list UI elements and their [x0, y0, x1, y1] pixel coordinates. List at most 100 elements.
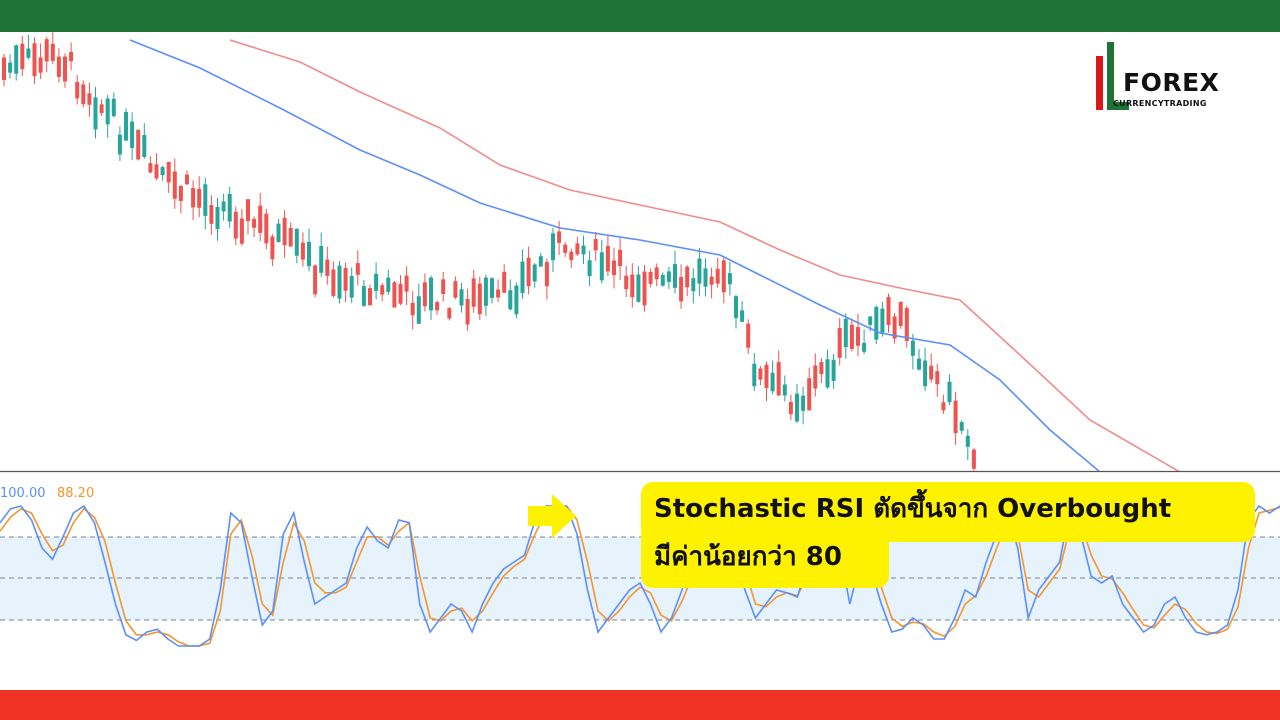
candle-body	[941, 402, 946, 411]
indicator-pane	[0, 503, 1280, 647]
candle-body	[56, 56, 61, 77]
candle-body	[490, 278, 494, 298]
candle-body	[874, 306, 879, 340]
logo-word: FOREX	[1123, 68, 1220, 97]
candle-body	[337, 265, 342, 299]
candle-body	[892, 316, 897, 339]
candle-body	[605, 245, 610, 272]
candle-body	[636, 274, 641, 302]
candle-body	[81, 84, 86, 105]
candle-body	[172, 171, 177, 199]
candle-body	[416, 296, 421, 324]
candle-body	[447, 308, 452, 319]
candle-body	[221, 201, 226, 212]
candle-body	[477, 283, 482, 315]
candle-body	[105, 98, 110, 125]
candle-body	[26, 48, 31, 58]
candle-body	[124, 111, 128, 141]
candle-body	[917, 358, 921, 370]
candle-body	[807, 378, 812, 411]
candle-body	[50, 43, 55, 61]
candle-body	[843, 318, 848, 348]
candle-body	[227, 193, 232, 222]
candle-body	[520, 261, 525, 294]
candle-body	[502, 271, 507, 293]
candle-body	[660, 274, 665, 286]
candle-body	[453, 281, 458, 298]
candle-body	[282, 217, 287, 246]
candle-body	[331, 269, 336, 296]
candle-body	[185, 174, 189, 185]
forex-bars-logo-icon	[1096, 42, 1129, 110]
candle-body	[380, 285, 385, 295]
logo-subtitle: CURRENCYTRADING	[1113, 99, 1207, 108]
candle-body	[465, 298, 470, 325]
candle-body	[398, 283, 403, 304]
candle-body	[837, 327, 842, 358]
candle-body	[191, 188, 196, 208]
candle-body	[32, 43, 37, 77]
candle-body	[886, 297, 891, 325]
candle-body	[160, 167, 165, 176]
candle-body	[648, 272, 653, 284]
candle-body	[795, 393, 799, 422]
candle-body	[666, 271, 671, 282]
candle-body	[294, 228, 299, 256]
candle-body	[770, 372, 775, 392]
candle-body	[691, 278, 696, 292]
candle-body	[20, 43, 25, 70]
moving-average-fast-line	[129, 39, 1101, 471]
candle-body	[2, 57, 6, 81]
candle-body	[715, 268, 720, 284]
candle-body	[782, 384, 787, 396]
candle-body	[435, 302, 440, 311]
candle-body	[349, 275, 354, 298]
candle-body	[544, 262, 549, 287]
candle-body	[831, 359, 836, 381]
candle-body	[953, 400, 958, 434]
candle-body	[929, 365, 934, 380]
candle-body	[904, 308, 909, 341]
candle-body	[264, 213, 269, 244]
candle-body	[483, 277, 488, 306]
candle-body	[599, 252, 604, 281]
candle-body	[99, 104, 104, 113]
candle-body	[557, 231, 562, 243]
bottom-banner-bar	[0, 690, 1280, 720]
candle-body	[130, 121, 135, 148]
candle-body	[215, 206, 220, 230]
candle-body	[862, 342, 867, 352]
candle-body	[526, 257, 531, 287]
candle-body	[178, 185, 183, 201]
candle-body	[801, 395, 806, 411]
candle-body	[313, 265, 318, 295]
candle-body	[368, 288, 372, 306]
candle-body	[166, 161, 171, 183]
candle-body	[386, 277, 391, 292]
candle-body	[87, 93, 92, 105]
candle-body	[75, 81, 80, 99]
candle-body	[270, 236, 275, 260]
candle-body	[618, 249, 623, 267]
candle-body	[679, 276, 684, 302]
candle-body	[239, 218, 244, 244]
candles-group	[2, 32, 976, 471]
candle-body	[441, 279, 446, 295]
candle-body	[721, 260, 726, 293]
stoch-d-value: 88.20	[57, 486, 95, 501]
candle-body	[569, 251, 574, 261]
candle-body	[630, 274, 635, 298]
candle-body	[117, 134, 122, 155]
candle-body	[8, 62, 13, 73]
candle-body	[508, 290, 513, 310]
candle-body	[593, 239, 598, 251]
candle-body	[63, 56, 67, 82]
candle-body	[258, 205, 263, 233]
callout-line-2: มีค่าน้อยกว่า 80	[641, 534, 889, 588]
candle-body	[971, 449, 976, 469]
candle-body	[788, 401, 793, 415]
candle-body	[361, 286, 366, 306]
candle-body	[746, 323, 751, 348]
stoch-k-value: 100.00	[0, 486, 46, 501]
price-pane	[2, 32, 1180, 471]
